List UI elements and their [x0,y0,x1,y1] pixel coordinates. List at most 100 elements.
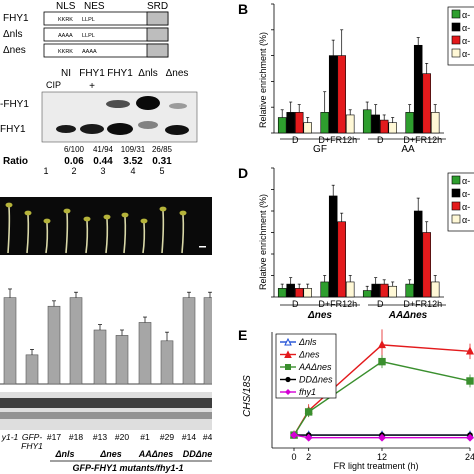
bar [388,285,397,298]
band-label-lower: FHY1 [0,124,26,135]
panel-a: NLS NES SRD FHY1 KKRK LLPL Δnls AAAA LLP… [0,1,198,143]
legend-marker [285,364,291,370]
legend-label: Δnls [298,337,317,347]
construct-label: Δnls [3,29,22,40]
bar [303,288,312,298]
panel-c-footer: GFP-FHY1 mutants/fhy1-1 [72,463,183,473]
panel-b-plot: D D+FR12h D D+FR12h [271,3,446,145]
x-tick-label: D [377,135,384,145]
legend-label: fhy1 [299,387,316,397]
bar [430,281,440,298]
x-tick-label: D+FR12h [403,135,442,145]
legend-swatch [451,9,461,19]
bar [294,288,304,298]
motif-label: AAAA [82,49,97,55]
bar [115,335,129,385]
lane-label: Δnls [138,68,157,79]
bar [203,297,212,385]
bar [182,297,196,385]
bar [430,112,440,134]
bar [345,114,355,134]
seedling-stem [85,220,89,254]
ratio-value: 0.06 [64,156,84,167]
panel-c-plot [0,288,212,385]
data-point [466,377,474,385]
data-point [378,433,386,442]
series-line [293,360,471,436]
legend-label: DDΔnes [299,375,333,385]
nls-label: NLS [56,1,76,12]
x-tick-label: #40 [203,432,212,442]
bar [294,112,304,134]
data-point [304,433,313,442]
panel-e-plot: 0 2 12 24 [271,329,474,462]
legend-swatch [451,35,461,45]
bar [422,232,431,298]
panel-e-xlabel: FR light treatment (h) [333,461,418,471]
legend-swatch [451,201,461,211]
bar [405,112,414,134]
seedling-cotyledon [63,208,71,214]
legend-marker [284,337,292,346]
bar [277,288,287,298]
panel-e-letter: E [238,327,247,343]
bar [379,283,389,298]
legend-swatch [451,48,461,58]
legend-label: α- [462,202,470,212]
data-point [465,346,474,355]
seedling-stem [142,222,146,254]
band-label-upper: -FHY1 [0,99,29,110]
motif-label: LLPL [82,33,95,39]
x-tick-label: 12 [377,452,387,462]
x-tick-label: #13 [93,432,107,442]
seedling-stem [161,210,165,254]
ratio-value: 0.31 [152,156,172,167]
panel-b-group: GF [313,144,327,155]
motif-label: KKRK [58,17,73,23]
panel-e-legend: Δnls Δnes AAΔnes DDΔnes fhy1 [275,333,337,399]
bar [47,305,61,385]
bar [379,119,389,134]
data-point [378,357,386,366]
legend-label: α- [462,23,470,33]
group-label: DDΔnes [183,449,212,459]
seedling-stem [45,222,49,254]
bar [138,322,152,385]
motif-label: AAAA [58,33,73,39]
data-point [466,433,474,442]
group-label: Δnls [54,449,74,459]
bar [345,281,355,298]
x-tick-label: D [292,135,299,145]
bar [337,55,346,134]
seedling-cotyledon [121,212,129,218]
panel-b: B Relative enrichment (%) D D+FR12h D D+FR1… [238,1,474,155]
legend-label: α- [462,36,470,46]
bar [286,112,295,134]
nes-label: NES [84,1,105,12]
bar [286,283,295,298]
x-tick-label: #1 [140,432,150,442]
data-point [290,431,298,440]
seedling-stem [26,214,30,254]
bar [160,340,174,385]
seedling-cotyledon [159,206,167,212]
motif-label: LLPL [82,17,95,23]
bar [413,210,423,298]
bar [362,290,372,298]
bar [69,297,83,385]
x-tick-label: D+FR12h [403,299,442,309]
seedling-cotyledon [103,214,111,220]
seedling-cotyledon [179,210,187,216]
lane-number: 5 [159,166,164,175]
panel-d-group: Δnes [307,310,332,321]
legend-marker [285,376,291,383]
x-tick-label: D+FR12h [318,299,357,309]
fraction: 41/94 [93,145,114,154]
seedling-cotyledon [43,218,51,224]
panel-d: D Relative enrichment (%) D D+FR12h D D+FR1… [238,165,474,321]
bar [320,112,329,134]
bar [93,329,107,385]
legend-swatch [451,214,461,224]
